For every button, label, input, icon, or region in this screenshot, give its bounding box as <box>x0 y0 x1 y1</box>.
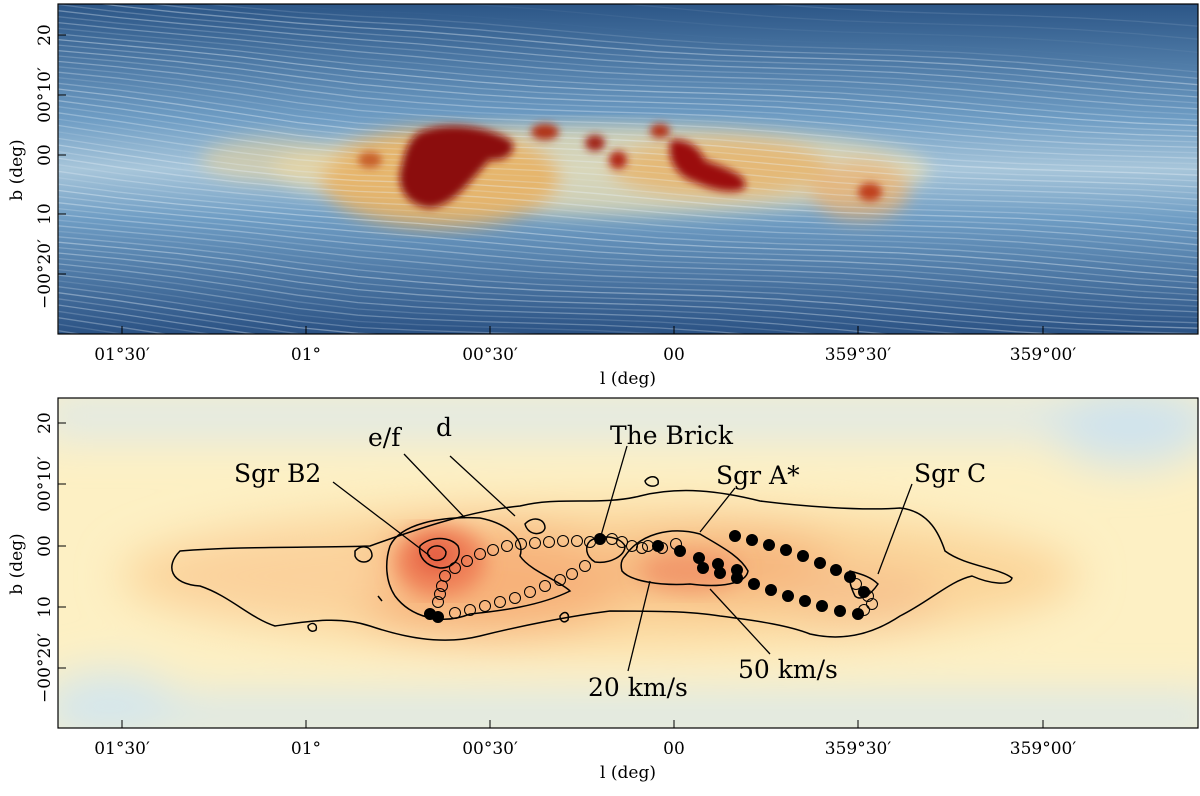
orbit-point-filled <box>432 611 444 623</box>
label-sgr-a: Sgr A* <box>716 461 800 490</box>
orbit-point-open <box>449 562 461 574</box>
y-tick-bottom-0: 20 <box>35 412 55 434</box>
orbit-point-open <box>579 560 591 572</box>
orbit-point-open <box>432 596 444 608</box>
dense-clumps <box>358 124 882 208</box>
orbit-point-open <box>524 586 536 598</box>
y-tick-bottom-2: 00 <box>35 535 55 557</box>
orbit-point-open <box>515 538 527 550</box>
orbit-point-open <box>449 607 461 619</box>
orbit-point-filled <box>814 557 826 569</box>
orbit-point-open <box>543 536 555 548</box>
orbit-point-filled <box>816 600 828 612</box>
orbit-point-open <box>474 548 486 560</box>
orbit-point-filled <box>748 578 760 590</box>
x-tick-top-5: 359°00′ <box>1010 345 1077 365</box>
streamlines <box>58 4 1198 334</box>
x-tick-top-4: 359°30′ <box>825 345 892 365</box>
orbit-point-open <box>487 544 499 556</box>
contours <box>171 476 1013 641</box>
x-tick-bottom-4: 359°30′ <box>825 739 892 759</box>
orbit-point-filled <box>852 608 864 620</box>
orbit-point-filled <box>830 564 842 576</box>
orbit-point-filled <box>858 586 870 598</box>
x-label-top: l (deg) <box>600 369 656 389</box>
orbit-point-filled <box>693 552 705 564</box>
y-tick-top-4: −00°20′ <box>35 239 55 309</box>
label-d: d <box>436 413 452 442</box>
y-tick-bottom-4: −00°20′ <box>35 633 55 703</box>
orbit-point-filled <box>834 605 846 617</box>
y-tick-top-2: 00 <box>35 144 55 166</box>
orbit-point-filled <box>674 545 686 557</box>
orbit-point-open <box>866 598 878 610</box>
orbit-point-filled <box>652 540 664 552</box>
orbit-point-filled <box>844 571 856 583</box>
orbit-point-open <box>509 592 521 604</box>
orbit-point-open <box>557 535 569 547</box>
orbit-point-filled <box>765 584 777 596</box>
x-tick-top-3: 00 <box>663 345 685 365</box>
orbit-point-open <box>461 555 473 567</box>
orbit-point-open <box>529 537 541 549</box>
label-ef: e/f <box>368 423 402 452</box>
x-tick-top-0: 01°30′ <box>94 345 150 365</box>
orbit-point-filled <box>746 534 758 546</box>
orbit-point-open <box>464 604 476 616</box>
bottom-panel: 20 00°10′ 00 10 −00°20′ b (deg) 01°30′ 0… <box>7 397 1199 783</box>
orbit-point-open <box>626 540 638 552</box>
y-tick-bottom-1: 00°10′ <box>35 456 55 512</box>
label-sgr-c: Sgr C <box>914 459 986 488</box>
label-20kms: 20 km/s <box>588 673 688 702</box>
x-tick-top-1: 01° <box>291 345 321 365</box>
orbit-point-filled <box>780 544 792 556</box>
orbit-point-filled <box>763 539 775 551</box>
x-tick-top-2: 00°30′ <box>462 345 518 365</box>
orbit-point-open <box>434 588 446 600</box>
y-label-top: b (deg) <box>7 139 27 200</box>
x-tick-bottom-2: 00°30′ <box>462 739 518 759</box>
orbit-points <box>424 530 878 623</box>
y-tick-top-3: 10 <box>35 203 55 225</box>
orbit-point-open <box>501 540 513 552</box>
x-tick-bottom-5: 359°00′ <box>1010 739 1077 759</box>
orbit-point-open <box>616 536 628 548</box>
y-tick-bottom-3: 10 <box>35 596 55 618</box>
label-sgr-b2: Sgr B2 <box>234 459 321 488</box>
x-tick-bottom-1: 01° <box>291 739 321 759</box>
y-tick-top-0: 20 <box>35 24 55 46</box>
orbit-point-filled <box>594 533 606 545</box>
orbit-point-filled <box>714 567 726 579</box>
orbit-point-filled <box>729 530 741 542</box>
orbit-point-filled <box>697 562 709 574</box>
orbit-point-open <box>636 542 648 554</box>
x-tick-bottom-3: 00 <box>663 739 685 759</box>
top-panel: 20 00°10′ 00 10 −00°20′ b (deg) 01°30′ 0… <box>7 3 1199 389</box>
orbit-point-open <box>436 580 448 592</box>
y-label-bottom: b (deg) <box>7 533 27 594</box>
label-the-brick: The Brick <box>610 421 734 450</box>
orbit-point-filled <box>799 595 811 607</box>
orbit-point-filled <box>797 550 809 562</box>
orbit-point-open <box>571 535 583 547</box>
orbit-point-open <box>566 568 578 580</box>
x-tick-bottom-0: 01°30′ <box>94 739 150 759</box>
orbit-point-open <box>479 600 491 612</box>
orbit-point-open <box>850 578 862 590</box>
label-50kms: 50 km/s <box>738 655 838 684</box>
y-tick-top-1: 00°10′ <box>35 67 55 123</box>
orbit-point-open <box>494 596 506 608</box>
orbit-point-filled <box>731 572 743 584</box>
orbit-point-open <box>554 574 566 586</box>
x-label-bottom: l (deg) <box>600 763 656 783</box>
orbit-point-open <box>539 580 551 592</box>
orbit-point-filled <box>782 590 794 602</box>
